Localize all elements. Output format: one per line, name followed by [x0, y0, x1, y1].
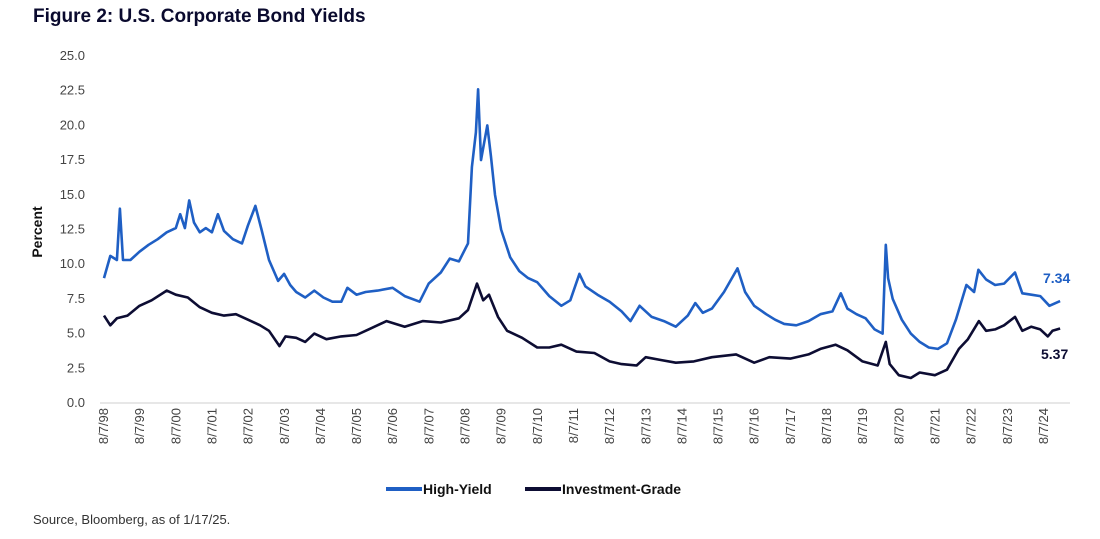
- x-tick-label: 8/7/17: [783, 408, 798, 444]
- y-tick-label: 20.0: [60, 117, 85, 132]
- y-tick-label: 22.5: [60, 83, 85, 98]
- x-tick-label: 8/7/10: [530, 408, 545, 444]
- series-lines: [102, 88, 1061, 380]
- x-tick-label: 8/7/11: [566, 408, 581, 443]
- x-tick-label: 8/7/21: [927, 408, 942, 444]
- y-tick-label: 25.0: [60, 48, 85, 63]
- x-tick-label: 8/7/00: [168, 408, 183, 444]
- x-tick-label: 8/7/19: [855, 408, 870, 444]
- x-tick-label: 8/7/15: [711, 408, 726, 444]
- x-tick-label: 8/7/08: [458, 408, 473, 444]
- y-axis-ticks: 0.0 2.5 5.0 7.5 10.0 12.5 15.0 17.5 20.0 22.5 25.0: [60, 48, 85, 410]
- y-tick-label: 2.5: [67, 360, 85, 375]
- x-tick-label: 8/7/07: [421, 408, 436, 444]
- x-tick-label: 8/7/12: [602, 408, 617, 444]
- figure-title: Figure 2: U.S. Corporate Bond Yields: [33, 6, 366, 27]
- x-tick-label: 8/7/22: [964, 408, 979, 444]
- source-note: Source, Bloomberg, as of 1/17/25.: [33, 512, 231, 527]
- legend: High-Yield Investment-Grade: [386, 481, 681, 497]
- investment-grade-end-label: 5.37: [1041, 346, 1068, 362]
- x-tick-label: 8/7/14: [674, 408, 689, 444]
- x-tick-label: 8/7/09: [494, 408, 509, 444]
- high-yield-line: [102, 88, 1061, 351]
- investment-grade-line: [102, 282, 1061, 380]
- x-tick-label: 8/7/04: [313, 408, 328, 444]
- x-tick-label: 8/7/24: [1036, 408, 1051, 444]
- x-tick-label: 8/7/06: [385, 408, 400, 444]
- y-tick-label: 15.0: [60, 187, 85, 202]
- x-tick-label: 8/7/13: [638, 408, 653, 444]
- y-axis-label: Percent: [29, 206, 45, 258]
- high-yield-end-label: 7.34: [1043, 270, 1070, 286]
- x-tick-label: 8/7/20: [891, 408, 906, 444]
- legend-label-investment-grade: Investment-Grade: [562, 481, 681, 497]
- x-tick-label: 8/7/98: [96, 408, 111, 444]
- x-tick-label: 8/7/16: [747, 408, 762, 444]
- x-tick-label: 8/7/99: [132, 408, 147, 444]
- y-tick-label: 0.0: [67, 395, 85, 410]
- y-tick-label: 10.0: [60, 256, 85, 271]
- legend-label-high-yield: High-Yield: [423, 481, 492, 497]
- y-tick-label: 5.0: [67, 326, 85, 341]
- x-tick-label: 8/7/02: [241, 408, 256, 444]
- y-tick-label: 17.5: [60, 152, 85, 167]
- x-tick-label: 8/7/18: [819, 408, 834, 444]
- y-tick-label: 12.5: [60, 222, 85, 237]
- x-tick-label: 8/7/05: [349, 408, 364, 444]
- x-tick-label: 8/7/03: [277, 408, 292, 444]
- x-tick-label: 8/7/01: [204, 408, 219, 444]
- x-tick-label: 8/7/23: [1000, 408, 1015, 444]
- x-axis-ticks: 8/7/98 8/7/99 8/7/00 8/7/01 8/7/02 8/7/03 8/7/…: [96, 408, 1051, 444]
- y-tick-label: 7.5: [67, 291, 85, 306]
